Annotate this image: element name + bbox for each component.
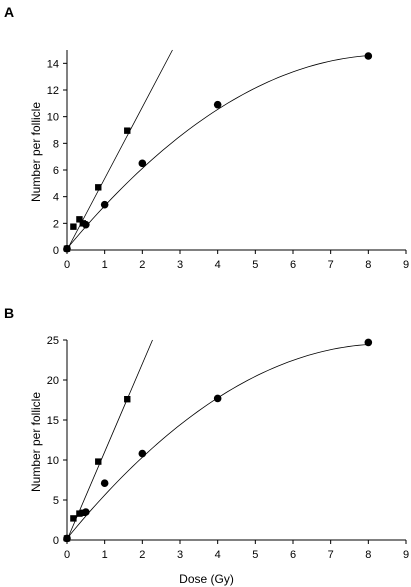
data-point-circle — [364, 52, 373, 60]
x-tick-label: 2 — [139, 549, 145, 561]
x-tick-label: 0 — [64, 259, 70, 271]
x-axis-title: Dose (Gy) — [179, 572, 234, 586]
data-point-square — [95, 184, 102, 191]
data-point-square — [95, 458, 102, 465]
x-tick-label: 9 — [403, 549, 409, 561]
x-tick-label: 7 — [328, 259, 334, 271]
y-axis-title: Number per follicle — [29, 392, 43, 492]
fit-curve-circles — [66, 344, 369, 539]
fit-curve-circles — [66, 55, 369, 249]
data-point-circle — [138, 449, 147, 458]
x-tick-label: 6 — [290, 549, 296, 561]
panel-label: B — [4, 305, 14, 321]
data-point-circle — [82, 508, 90, 516]
x-tick-label: 7 — [328, 549, 334, 561]
x-tick-label: 0 — [64, 549, 70, 561]
y-tick-label: 0 — [53, 535, 59, 547]
y-tick-label: 10 — [47, 112, 59, 124]
x-tick-label: 3 — [177, 549, 183, 561]
data-point-circle — [364, 338, 373, 347]
y-tick-label: 4 — [53, 192, 59, 204]
x-tick-label: 8 — [365, 259, 371, 271]
y-tick-label: 2 — [53, 218, 59, 230]
y-tick-label: 15 — [47, 415, 59, 427]
fit-line-squares — [66, 49, 173, 251]
x-tick-label: 5 — [252, 259, 258, 271]
panel-b: B 0 5 10 15 20 25 0 1 2 3 4 5 6 7 8 9 Number per follicle… — [4, 305, 409, 586]
y-tick-label: 8 — [53, 138, 59, 150]
y-tick-label: 10 — [47, 455, 59, 467]
data-point-square — [76, 510, 83, 517]
data-point-circle — [138, 159, 147, 168]
x-tick-label: 2 — [139, 259, 145, 271]
x-tick-label: 1 — [102, 259, 108, 271]
y-tick-label: 25 — [47, 335, 59, 347]
data-point-square — [76, 216, 83, 223]
data-point-circle — [100, 200, 109, 209]
y-tick-label: 5 — [53, 495, 59, 507]
data-point-circle — [63, 244, 71, 253]
panel-label: A — [4, 4, 14, 20]
y-tick-label: 14 — [47, 58, 59, 70]
x-tick-label: 3 — [177, 259, 183, 271]
data-point-square — [124, 396, 131, 403]
x-tick-label: 4 — [215, 259, 221, 271]
data-point-square — [70, 223, 77, 230]
y-tick-label: 20 — [47, 375, 59, 387]
data-point-circle — [213, 100, 222, 109]
y-axis-title: Number per follicle — [29, 102, 43, 202]
x-tick-label: 8 — [365, 549, 371, 561]
x-tick-label: 6 — [290, 259, 296, 271]
data-point-circle — [63, 534, 71, 543]
x-tick-label: 4 — [215, 549, 221, 561]
fit-line-squares — [66, 339, 153, 541]
y-tick-label: 0 — [53, 245, 59, 257]
data-point-square — [70, 515, 77, 522]
data-point-circle — [213, 394, 222, 403]
data-point-square — [124, 127, 131, 134]
data-point-circle — [82, 220, 90, 229]
y-tick-label: 6 — [53, 165, 59, 177]
x-tick-label: 9 — [403, 259, 409, 271]
data-point-circle — [100, 479, 109, 488]
x-tick-label: 5 — [252, 549, 258, 561]
x-tick-label: 1 — [102, 549, 108, 561]
y-tick-label: 12 — [47, 85, 59, 97]
